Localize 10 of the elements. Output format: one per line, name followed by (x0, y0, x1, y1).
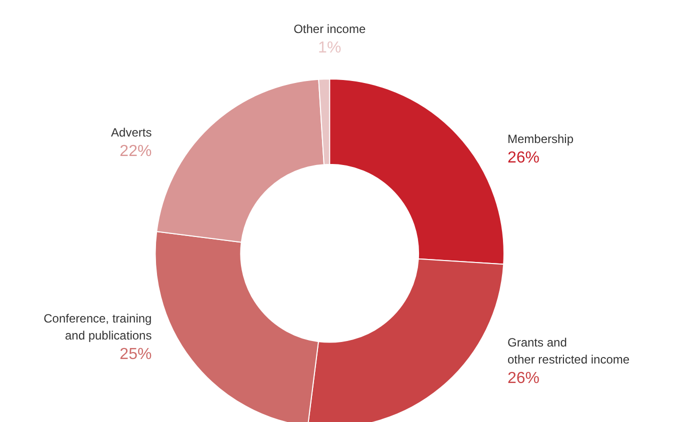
slice-label: Other income (294, 22, 366, 36)
data-label: 22% (120, 143, 152, 160)
data-label: 26% (508, 370, 540, 387)
slice-label: Conference, training and publications (44, 312, 152, 343)
data-label: 25% (120, 346, 152, 364)
slice-label: Adverts (111, 125, 152, 140)
slice-label: Grants and other restricted income (508, 336, 630, 366)
slice-label: Membership (508, 132, 574, 146)
data-label: 26% (508, 150, 540, 167)
data-label: 1% (318, 40, 342, 57)
